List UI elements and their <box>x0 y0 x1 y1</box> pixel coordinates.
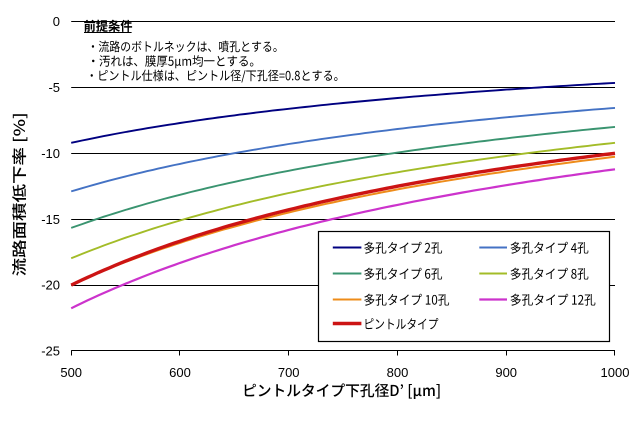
svg-text:700: 700 <box>278 365 300 380</box>
svg-text:1000: 1000 <box>601 365 630 380</box>
svg-text:600: 600 <box>169 365 191 380</box>
svg-text:0: 0 <box>53 14 60 29</box>
svg-text:500: 500 <box>60 365 82 380</box>
svg-text:800: 800 <box>387 365 409 380</box>
svg-text:-20: -20 <box>41 278 60 293</box>
svg-text:-10: -10 <box>41 146 60 161</box>
svg-text:-5: -5 <box>48 80 60 95</box>
svg-text:-25: -25 <box>41 344 60 359</box>
svg-text:-15: -15 <box>41 212 60 227</box>
svg-text:900: 900 <box>495 365 517 380</box>
